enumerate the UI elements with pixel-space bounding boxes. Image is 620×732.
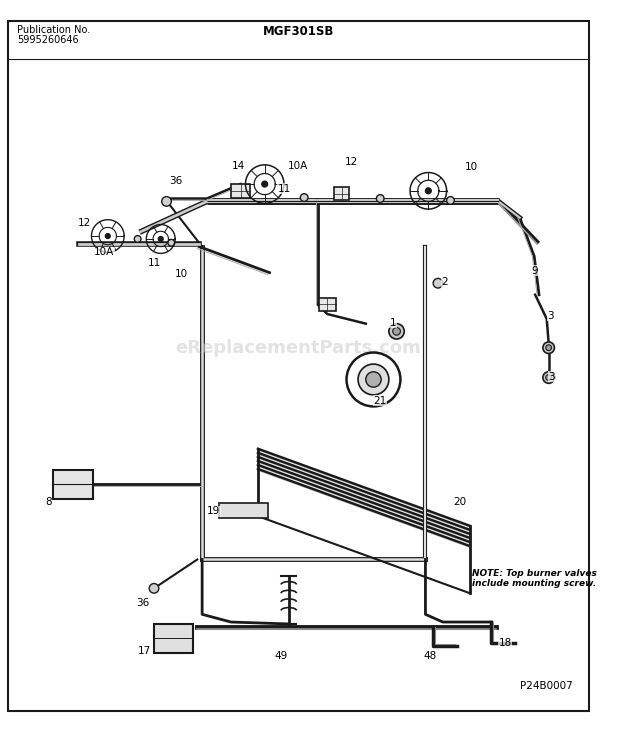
Text: 21: 21	[374, 396, 387, 406]
Text: 3: 3	[547, 311, 554, 321]
Text: 48: 48	[423, 651, 437, 661]
Text: 5995260646: 5995260646	[17, 35, 79, 45]
Bar	[154, 624, 192, 653]
Circle shape	[135, 236, 141, 242]
Text: 10A: 10A	[288, 161, 309, 171]
Circle shape	[262, 182, 268, 187]
Text: 14: 14	[232, 161, 246, 171]
Circle shape	[105, 234, 110, 239]
Text: 20: 20	[454, 497, 467, 507]
Bar	[319, 298, 336, 311]
Text: P24B0007: P24B0007	[520, 681, 573, 691]
Bar	[334, 187, 350, 200]
Text: 17: 17	[138, 646, 151, 656]
Text: 12: 12	[78, 217, 91, 228]
Circle shape	[446, 197, 454, 204]
Text: eReplacementParts.com: eReplacementParts.com	[175, 339, 421, 356]
Circle shape	[543, 372, 554, 384]
Circle shape	[158, 236, 163, 242]
Text: Publication No.: Publication No.	[17, 26, 91, 35]
Text: MGF301SB: MGF301SB	[263, 26, 334, 38]
Circle shape	[149, 583, 159, 593]
Text: 12: 12	[345, 157, 358, 167]
Circle shape	[358, 364, 389, 395]
Text: 1: 1	[389, 318, 396, 328]
Text: 3: 3	[548, 372, 555, 381]
Circle shape	[389, 324, 404, 339]
Circle shape	[546, 375, 552, 381]
Bar	[53, 470, 94, 498]
Text: 36: 36	[169, 176, 183, 186]
Text: 2: 2	[441, 277, 448, 287]
Bar	[231, 184, 250, 198]
Text: 11: 11	[148, 258, 161, 268]
Text: 18: 18	[498, 638, 512, 649]
Text: 10: 10	[174, 269, 187, 279]
Text: 10: 10	[465, 162, 478, 172]
Text: 49: 49	[275, 651, 288, 661]
Text: 11: 11	[277, 184, 291, 194]
Circle shape	[433, 278, 443, 288]
Circle shape	[366, 372, 381, 387]
Circle shape	[162, 197, 171, 206]
Text: 19: 19	[207, 507, 220, 516]
Text: 9: 9	[531, 266, 538, 276]
Circle shape	[347, 353, 401, 406]
Text: 36: 36	[136, 598, 149, 608]
Circle shape	[546, 345, 552, 351]
Circle shape	[392, 327, 401, 335]
Text: 8: 8	[45, 497, 51, 507]
Bar	[219, 503, 268, 518]
Circle shape	[168, 239, 175, 246]
Text: 10A: 10A	[94, 247, 114, 258]
Circle shape	[543, 342, 554, 354]
Text: NOTE: Top burner valves
include mounting screw.: NOTE: Top burner valves include mounting…	[472, 569, 596, 589]
Circle shape	[300, 194, 308, 201]
Circle shape	[425, 188, 432, 194]
Circle shape	[376, 195, 384, 202]
